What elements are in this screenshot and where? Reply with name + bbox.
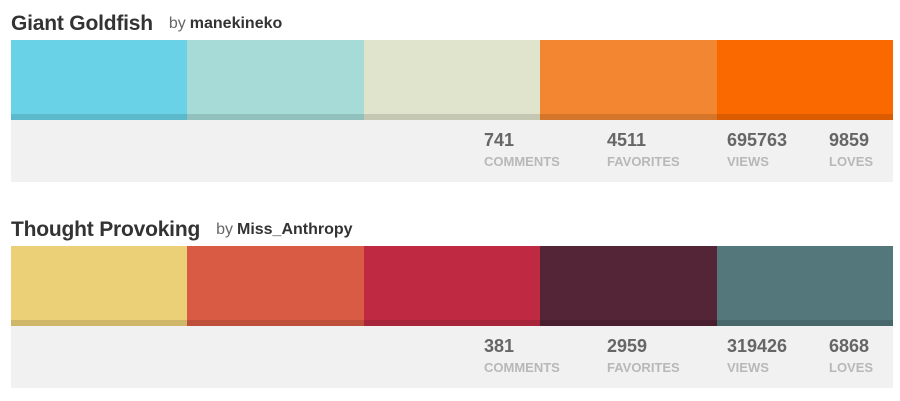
comments-stat[interactable]: 381 COMMENTS [484, 336, 560, 378]
color-swatch[interactable] [716, 40, 894, 120]
palette-card: Thought Provoking by Miss_Anthropy 381 C… [11, 214, 894, 388]
color-swatch[interactable] [363, 40, 541, 120]
favorites-count: 2959 [607, 336, 648, 356]
favorites-label: FAVORITES [607, 154, 680, 169]
views-label: VIEWS [727, 360, 769, 375]
loves-label: LOVES [829, 154, 874, 169]
color-swatch[interactable] [540, 246, 718, 326]
palette-card: Giant Goldfish by manekineko 741 COMMENT… [11, 8, 894, 182]
author-link[interactable]: manekineko [189, 15, 283, 32]
views-stat: 695763 VIEWS [727, 130, 787, 172]
views-count: 319426 [727, 336, 788, 356]
palette-title[interactable]: Thought Provoking [11, 218, 201, 241]
loves-count: 6868 [829, 336, 870, 356]
palette-stats: 741 COMMENTS 4511 FAVORITES 695763 VIEWS… [11, 120, 893, 182]
palette-title[interactable]: Giant Goldfish [11, 12, 153, 35]
color-swatches [11, 246, 894, 326]
color-swatch[interactable] [11, 40, 188, 120]
color-swatch[interactable] [540, 40, 718, 120]
views-label: VIEWS [727, 154, 769, 169]
by-label: by [216, 221, 233, 238]
loves-label: LOVES [829, 360, 874, 375]
palette-stats: 381 COMMENTS 2959 FAVORITES 319426 VIEWS… [11, 326, 893, 388]
loves-stat[interactable]: 9859 LOVES [829, 130, 873, 172]
comments-count: 741 [484, 130, 515, 150]
views-stat: 319426 VIEWS [727, 336, 787, 378]
palette-header: Giant Goldfish by manekineko [11, 8, 893, 40]
loves-stat[interactable]: 6868 LOVES [829, 336, 873, 378]
comments-label: COMMENTS [484, 154, 560, 169]
favorites-count: 4511 [607, 130, 647, 150]
author-link[interactable]: Miss_Anthropy [236, 221, 353, 238]
favorites-stat[interactable]: 4511 FAVORITES [607, 130, 680, 172]
color-swatches [11, 40, 894, 120]
comments-stat[interactable]: 741 COMMENTS [484, 130, 560, 172]
favorites-label: FAVORITES [607, 360, 680, 375]
by-label: by [168, 15, 186, 32]
comments-label: COMMENTS [484, 360, 560, 375]
loves-count: 9859 [829, 130, 870, 150]
color-swatch[interactable] [187, 246, 365, 326]
color-swatch[interactable] [11, 246, 188, 326]
color-swatch[interactable] [716, 246, 894, 326]
views-count: 695763 [727, 130, 788, 150]
palette-header: Thought Provoking by Miss_Anthropy [11, 214, 893, 246]
comments-count: 381 [484, 336, 515, 356]
color-swatch[interactable] [187, 40, 365, 120]
color-swatch[interactable] [363, 246, 541, 326]
favorites-stat[interactable]: 2959 FAVORITES [607, 336, 680, 378]
